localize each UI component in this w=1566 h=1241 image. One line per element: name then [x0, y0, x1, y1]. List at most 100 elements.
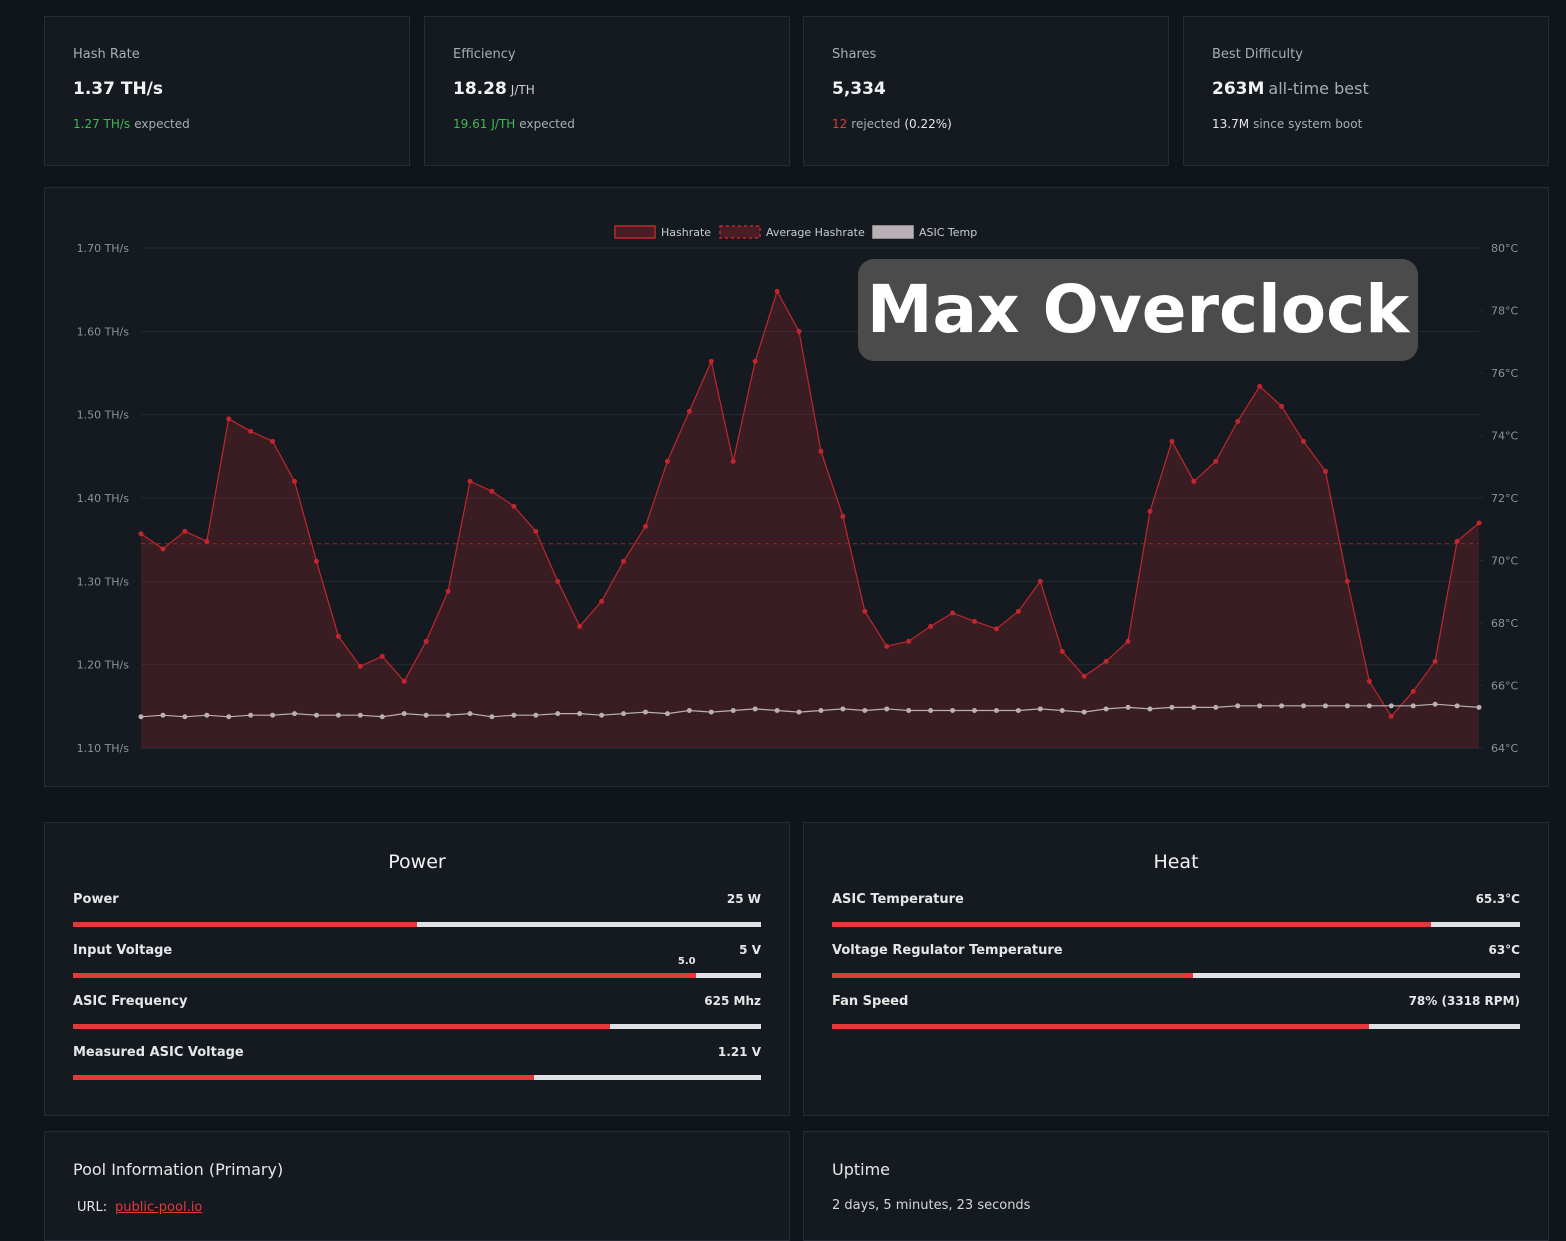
point	[884, 643, 890, 649]
point	[467, 478, 473, 484]
point	[248, 712, 254, 718]
point	[379, 714, 385, 720]
point	[840, 513, 846, 519]
y2-tick-label: 74°C	[1491, 430, 1518, 443]
point	[1301, 438, 1307, 444]
point	[1257, 703, 1263, 709]
chart: 1.10 TH/s 1.20 TH/s 1.30 TH/s 1.40 TH/s 1.50…	[77, 225, 1518, 755]
point	[1454, 538, 1460, 544]
stat-sub: 19.61 J/TH expected	[453, 117, 579, 131]
bar-fill	[73, 1024, 610, 1029]
point	[467, 711, 473, 717]
chart-panel: 1.10 TH/s 1.20 TH/s 1.30 TH/s 1.40 TH/s 1.50…	[44, 187, 1549, 787]
point	[1147, 706, 1153, 712]
point	[1103, 658, 1109, 664]
point	[1125, 704, 1131, 710]
point	[555, 711, 561, 717]
row-label: Fan Speed	[832, 994, 909, 1009]
point	[599, 712, 605, 718]
point	[906, 638, 912, 644]
stat-label: Efficiency	[453, 47, 516, 62]
bar-fill	[73, 973, 696, 978]
bar-track	[832, 1024, 1520, 1029]
stat-label: Best Difficulty	[1212, 47, 1303, 62]
stat-number: 5,334	[832, 79, 886, 99]
y-tick-label: 1.10 TH/s	[77, 742, 130, 755]
stat-sub-part: 19.61	[453, 117, 488, 131]
row-value: 25 W	[726, 892, 761, 906]
point	[642, 523, 648, 529]
row-value: 5 V	[739, 943, 761, 957]
y2-tick-label: 80°C	[1491, 242, 1518, 255]
pool-url[interactable]: public-pool.io	[115, 1200, 203, 1215]
point	[1081, 673, 1087, 679]
row-value: 78% (3318 RPM)	[1408, 994, 1520, 1008]
point	[379, 653, 385, 659]
bar-fill	[73, 1075, 534, 1080]
row-label: Voltage Regulator Temperature	[832, 943, 1063, 958]
legend-swatch	[719, 225, 761, 239]
point	[401, 678, 407, 684]
row-value: 65.3°C	[1475, 892, 1520, 906]
gauge-panel: Heat ASIC Temperature 65.3°C Voltage Regula…	[803, 822, 1549, 1116]
point	[1322, 468, 1328, 474]
point	[357, 712, 363, 718]
point	[972, 618, 978, 624]
row-label: ASIC Temperature	[832, 892, 964, 907]
point	[1081, 709, 1087, 715]
point	[204, 538, 210, 544]
row-value: 63°C	[1488, 943, 1520, 957]
bar-track	[832, 973, 1520, 978]
point	[1301, 703, 1307, 709]
point	[1235, 418, 1241, 424]
point	[862, 708, 868, 713]
point	[1366, 678, 1372, 684]
point	[1388, 703, 1394, 709]
point	[533, 528, 539, 534]
point	[423, 712, 429, 718]
point	[686, 708, 692, 713]
point	[796, 709, 802, 715]
legend-swatch	[872, 225, 914, 239]
point	[1191, 704, 1197, 710]
point	[1191, 478, 1197, 484]
point	[1169, 438, 1175, 444]
stat-value: 1.37 TH/s	[73, 79, 163, 99]
point	[1015, 608, 1021, 614]
pool-url-label: URL:	[77, 1200, 108, 1215]
y2-tick-label: 68°C	[1491, 617, 1518, 630]
stat-unit: J/TH	[510, 83, 535, 97]
point	[1454, 703, 1460, 709]
point	[533, 712, 539, 718]
point	[577, 623, 583, 629]
point	[1235, 703, 1241, 709]
point	[511, 503, 517, 509]
point	[1147, 508, 1153, 514]
point	[1476, 520, 1482, 526]
uptime-title: Uptime	[832, 1160, 891, 1179]
overlay-label: Max Overclock	[858, 259, 1418, 361]
stat-card: Shares 5,334 12 rejected (0.22%)	[803, 16, 1169, 166]
point	[1279, 403, 1285, 409]
point	[423, 638, 429, 644]
point	[270, 712, 276, 718]
stat-sub-part: (0.22%)	[904, 117, 952, 131]
point	[248, 428, 254, 434]
point	[1322, 703, 1328, 709]
stat-number: 263M	[1212, 79, 1265, 99]
point	[972, 708, 978, 713]
stat-sub: 1.27 TH/s expected	[73, 117, 194, 131]
stat-card: Efficiency 18.28 J/TH 19.61 J/TH expected	[424, 16, 790, 166]
point	[621, 711, 627, 717]
point	[1410, 703, 1416, 709]
point	[1125, 638, 1131, 644]
point	[752, 706, 758, 712]
legend-label: Hashrate	[661, 226, 711, 239]
stat-label: Shares	[832, 47, 877, 62]
point	[752, 358, 758, 364]
bar-fill	[73, 922, 417, 927]
y2-tick-label: 72°C	[1491, 492, 1518, 505]
point	[928, 708, 934, 713]
point	[664, 458, 670, 464]
point	[730, 708, 736, 713]
